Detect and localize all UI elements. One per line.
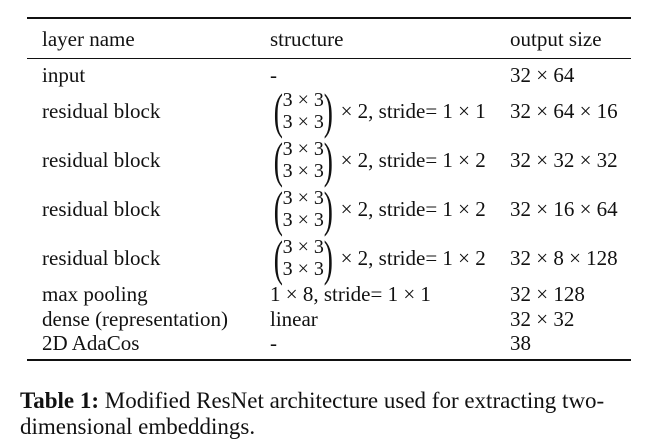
- row-output: 32 × 16 × 64: [510, 197, 618, 221]
- header-output-size: output size: [510, 27, 602, 51]
- row-structure: 1 × 8, stride= 1 × 1: [270, 282, 431, 306]
- row-layer: residual block: [42, 246, 161, 270]
- row-structure: linear: [270, 307, 318, 331]
- kernel-top: 3 × 3: [282, 89, 324, 111]
- kernel-matrix: 3 × 3 3 × 3: [283, 236, 324, 280]
- left-paren: (: [273, 230, 283, 286]
- row-structure: ( 3 × 3 3 × 3 ) × 2, stride= 1 × 2: [270, 181, 486, 237]
- structure-suffix: × 2, stride= 1 × 2: [340, 196, 486, 221]
- row-structure: ( 3 × 3 3 × 3 ) × 2, stride= 1 × 1: [270, 83, 486, 139]
- row-structure: -: [270, 63, 277, 87]
- kernel-bottom: 3 × 3: [282, 111, 324, 133]
- row-output: 32 × 8 × 128: [510, 246, 618, 270]
- kernel-top: 3 × 3: [282, 138, 324, 160]
- structure-suffix: × 2, stride= 1 × 1: [340, 98, 486, 123]
- row-structure: ( 3 × 3 3 × 3 ) × 2, stride= 1 × 2: [270, 230, 486, 286]
- row-layer: max pooling: [42, 282, 148, 306]
- right-paren: ): [323, 181, 333, 237]
- caption-text: Modified ResNet architecture used for ex…: [20, 388, 605, 439]
- right-paren: ): [323, 230, 333, 286]
- left-paren: (: [273, 181, 283, 237]
- row-layer: input: [42, 63, 86, 87]
- kernel-bottom: 3 × 3: [282, 209, 324, 231]
- header-structure: structure: [270, 27, 344, 51]
- row-output: 38: [510, 331, 531, 355]
- row-structure: ( 3 × 3 3 × 3 ) × 2, stride= 1 × 2: [270, 132, 486, 188]
- row-layer: residual block: [42, 197, 161, 221]
- kernel-bottom: 3 × 3: [282, 160, 324, 182]
- structure-suffix: × 2, stride= 1 × 2: [340, 147, 486, 172]
- kernel-bottom: 3 × 3: [282, 258, 324, 280]
- row-layer: residual block: [42, 148, 161, 172]
- row-output: 32 × 64: [510, 63, 575, 87]
- row-layer: 2D AdaCos: [42, 331, 140, 355]
- row-layer: dense (representation): [42, 307, 228, 331]
- kernel-top: 3 × 3: [282, 236, 324, 258]
- right-paren: ): [323, 83, 333, 139]
- row-output: 32 × 64 × 16: [510, 99, 618, 123]
- row-layer: residual block: [42, 99, 161, 123]
- right-paren: ): [323, 132, 333, 188]
- structure-suffix: × 2, stride= 1 × 2: [340, 245, 486, 270]
- left-paren: (: [273, 83, 283, 139]
- row-output: 32 × 32 × 32: [510, 148, 618, 172]
- table-caption: Table 1: Modified ResNet architecture us…: [20, 388, 650, 440]
- row-output: 32 × 128: [510, 282, 585, 306]
- table-header-rule: [27, 58, 631, 59]
- row-output: 32 × 32: [510, 307, 575, 331]
- left-paren: (: [273, 132, 283, 188]
- kernel-matrix: 3 × 3 3 × 3: [283, 138, 324, 182]
- kernel-matrix: 3 × 3 3 × 3: [283, 187, 324, 231]
- kernel-matrix: 3 × 3 3 × 3: [283, 89, 324, 133]
- kernel-top: 3 × 3: [282, 187, 324, 209]
- table-top-rule: [27, 17, 631, 19]
- header-layer-name: layer name: [42, 27, 135, 51]
- row-structure: -: [270, 331, 277, 355]
- table-bottom-rule: [27, 359, 631, 361]
- caption-label: Table 1:: [20, 388, 100, 413]
